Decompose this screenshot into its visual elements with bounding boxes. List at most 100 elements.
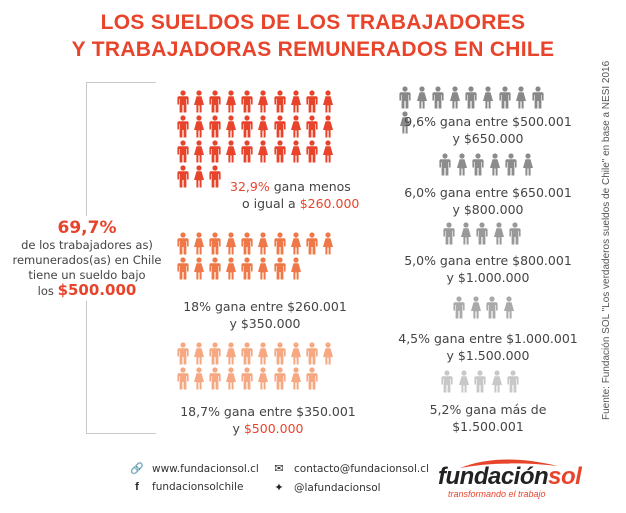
woman-icon <box>194 232 205 255</box>
label-650k-800k: 6,0% gana entre $650.001 y $800.000 <box>388 184 588 218</box>
people-grid-under-260k <box>176 90 337 190</box>
woman-icon <box>460 222 471 245</box>
mail-icon: ✉ <box>274 462 284 475</box>
people-grid-over-1-5m <box>440 370 589 395</box>
man-icon <box>273 232 286 255</box>
woman-icon <box>258 140 269 163</box>
link-icon: 🔗 <box>130 462 144 475</box>
woman-icon <box>226 257 237 280</box>
summary-amount: $500.000 <box>57 281 137 299</box>
man-icon <box>498 86 511 109</box>
logo-swoosh-icon <box>460 459 558 468</box>
summary-percent: 69,7% <box>57 218 117 238</box>
woman-icon <box>290 342 301 365</box>
man-icon <box>177 115 189 138</box>
woman-icon <box>522 153 533 176</box>
woman-icon <box>258 115 269 138</box>
footer-facebook[interactable]: f fundacionsolchile <box>130 481 243 493</box>
label-260k-350k-line-1: 18% gana entre $260.001 <box>183 299 347 314</box>
summary-line-2: remunerados(as) en Chile <box>12 253 162 267</box>
man-icon <box>241 140 253 163</box>
label-500k-650k-line-1: 9,6% gana entre $500.001 <box>404 114 572 129</box>
man-icon <box>505 153 517 176</box>
label-350k-500k-prefix: y <box>232 421 244 436</box>
man-icon <box>306 140 318 163</box>
woman-icon <box>290 90 301 113</box>
label-500k-650k-line-2: y $650.000 <box>452 131 524 146</box>
people-grid-650k-800k <box>438 153 587 178</box>
label-800k-1m-line-2: y $1.000.000 <box>446 270 530 285</box>
label-350k-500k-line-2: y $500.000 <box>168 420 368 437</box>
woman-icon <box>322 90 333 113</box>
woman-icon <box>258 257 269 280</box>
woman-icon <box>194 115 205 138</box>
label-350k-500k: 18,7% gana entre $350.001 y $500.000 <box>168 403 368 437</box>
man-icon <box>177 140 189 163</box>
woman-icon <box>194 342 205 365</box>
label-under-260k-text: gana menos <box>269 179 351 194</box>
facebook-icon: f <box>135 481 139 493</box>
label-over-1-5m-line-1: 5,2% gana más de <box>429 402 547 417</box>
woman-icon <box>258 367 269 390</box>
man-icon <box>273 257 286 280</box>
man-icon <box>432 86 444 109</box>
woman-icon <box>491 370 502 393</box>
woman-icon <box>322 140 333 163</box>
woman-icon <box>290 257 301 280</box>
footer-twitter[interactable]: ✦ @lafundacionsol <box>272 481 381 494</box>
woman-icon <box>194 90 205 113</box>
people-grid-1m-1-5m <box>452 296 601 321</box>
woman-icon <box>456 153 467 176</box>
woman-icon <box>482 86 493 109</box>
label-800k-1m-line-1: 5,0% gana entre $800.001 <box>404 253 572 268</box>
label-650k-800k-line-2: y $800.000 <box>452 202 524 217</box>
woman-icon <box>503 296 514 319</box>
man-icon <box>306 342 318 365</box>
logo-wordmark: fundaciónsol <box>438 463 582 491</box>
man-icon <box>474 370 486 393</box>
logo-tagline: transformando el trabajo <box>448 489 546 499</box>
woman-icon <box>194 367 205 390</box>
man-icon <box>509 222 521 245</box>
man-icon <box>273 342 286 365</box>
woman-icon <box>458 370 469 393</box>
footer-website[interactable]: 🔗 www.fundacionsol.cl <box>130 462 259 475</box>
woman-icon <box>322 115 333 138</box>
man-icon <box>472 153 484 176</box>
woman-icon <box>489 153 500 176</box>
label-1m-1-5m: 4,5% gana entre $1.000.001 y $1.500.000 <box>383 330 593 364</box>
man-icon <box>177 232 189 255</box>
woman-icon <box>226 367 237 390</box>
man-icon <box>209 90 221 113</box>
label-over-1-5m: 5,2% gana más de $1.500.001 <box>388 401 588 435</box>
man-icon <box>306 90 318 113</box>
woman-icon <box>226 140 237 163</box>
woman-icon <box>194 165 205 188</box>
footer-twitter-text: @lafundacionsol <box>294 481 381 494</box>
label-under-260k-line-1: 32,9% gana menos <box>230 178 359 195</box>
man-icon <box>241 257 253 280</box>
summary-line-1: de los trabajadores as) <box>21 238 153 252</box>
label-1m-1-5m-line-1: 4,5% gana entre $1.000.001 <box>398 331 578 346</box>
summary-line-4: los $500.000 <box>6 283 168 299</box>
man-icon <box>465 86 477 109</box>
man-icon <box>507 370 519 393</box>
man-icon <box>241 367 253 390</box>
label-under-260k: 32,9% gana menos o igual a $260.000 <box>230 178 359 212</box>
label-under-260k-line-2: o igual a $260.000 <box>230 195 359 212</box>
footer-email[interactable]: ✉ contacto@fundacionsol.cl <box>272 462 429 475</box>
man-icon <box>273 140 286 163</box>
man-icon <box>177 367 189 390</box>
title-line-2: Y TRABAJADORAS REMUNERADOS EN CHILE <box>71 38 555 61</box>
label-350k-500k-amount: $500.000 <box>243 421 304 436</box>
label-1m-1-5m-line-2: y $1.500.000 <box>446 348 530 363</box>
man-icon <box>209 165 221 188</box>
man-icon <box>209 232 221 255</box>
label-260k-350k-line-2: y $350.000 <box>229 316 301 331</box>
label-under-260k-amount: $260.000 <box>299 196 360 211</box>
label-under-260k-text-2: o igual a <box>242 196 300 211</box>
woman-icon <box>290 367 301 390</box>
man-icon <box>209 367 221 390</box>
people-grid-500k-650k <box>398 86 547 136</box>
summary-prefix: los <box>37 284 58 298</box>
